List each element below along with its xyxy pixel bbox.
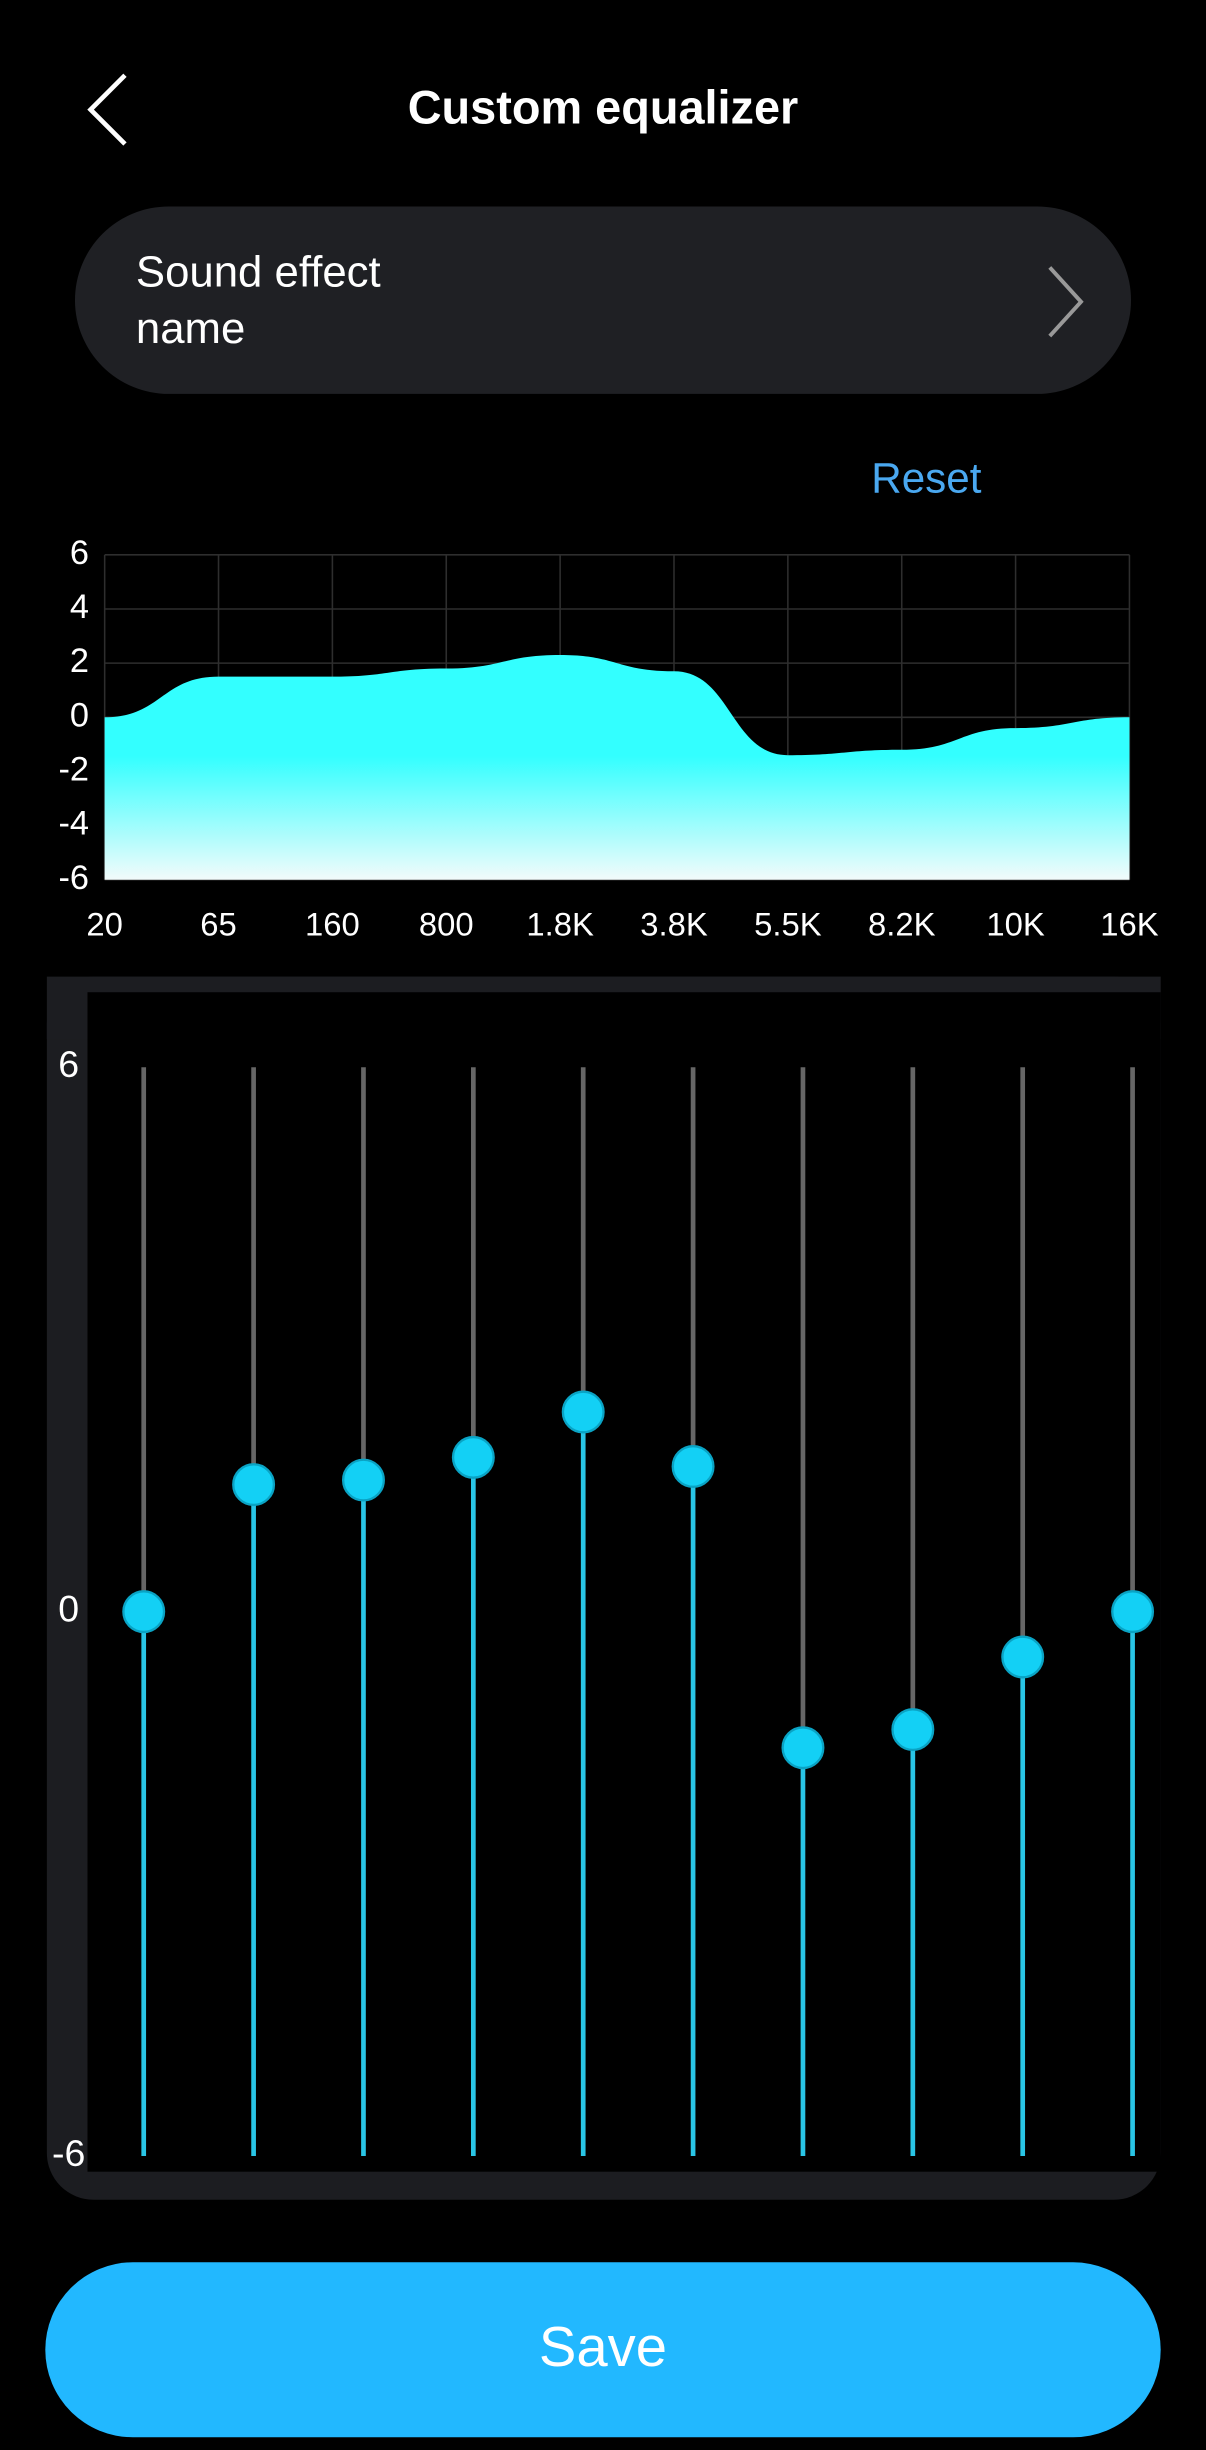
slider-knob[interactable] [1111, 1590, 1155, 1634]
x-tick-label: 8.2K [868, 905, 936, 942]
x-tick-label: 16K [1100, 905, 1158, 942]
y-tick-label: -6 [52, 2132, 85, 2174]
slider-knob[interactable] [232, 1463, 276, 1507]
x-tick-label: 5.5K [754, 905, 822, 942]
eq-area [104, 655, 1130, 880]
y-tick-label: 0 [58, 1588, 79, 1630]
save-background [45, 2262, 1161, 2438]
y-tick-label: 6 [58, 1043, 79, 1085]
slider-knob[interactable] [341, 1458, 385, 1502]
slider-knob[interactable] [891, 1708, 935, 1752]
y-tick-label: 2 [70, 642, 89, 680]
slider-knob[interactable] [671, 1444, 715, 1488]
sound-effect-row[interactable]: Sound effect name [74, 206, 1132, 394]
y-tick-label: 6 [70, 534, 89, 572]
slider-knob[interactable] [1001, 1635, 1045, 1679]
x-tick-label: 10K [986, 905, 1044, 942]
x-tick-label: 800 [419, 905, 474, 942]
x-tick-label: 65 [200, 905, 236, 942]
row-label: name [136, 304, 245, 353]
save-button[interactable]: Save [45, 2262, 1161, 2438]
row-background [74, 206, 1132, 394]
chevron [1048, 266, 1084, 338]
slider-area [87, 992, 1161, 2172]
x-tick-label: 3.8K [640, 905, 708, 942]
x-tick-label: 160 [305, 905, 360, 942]
page-title: Custom equalizer [408, 82, 799, 134]
slider-knob[interactable] [781, 1726, 825, 1770]
eq-curve-chart: -6 -4 -2 0 2 4 6 20 65 160 800 1.8K 3.8K 5.5K 8.2K 10K 1… [58, 534, 1158, 942]
back-button[interactable] [87, 73, 127, 146]
y-tick-label: -6 [58, 859, 89, 897]
slider-knob[interactable] [561, 1390, 605, 1434]
row-label: Sound effect [136, 248, 381, 297]
y-tick-label: 0 [70, 696, 89, 734]
slider-knob[interactable] [122, 1590, 166, 1634]
y-tick-label: -4 [58, 805, 89, 843]
x-tick-label: 20 [86, 905, 122, 942]
y-tick-label: -2 [58, 751, 89, 789]
y-tick-label: 4 [70, 588, 89, 626]
slider-knob[interactable] [451, 1435, 495, 1479]
save-label: Save [539, 2315, 667, 2378]
reset-button[interactable]: Reset [871, 455, 981, 502]
x-tick-label: 1.8K [526, 905, 594, 942]
slider-chart: -6 0 6 [52, 1043, 1155, 2174]
